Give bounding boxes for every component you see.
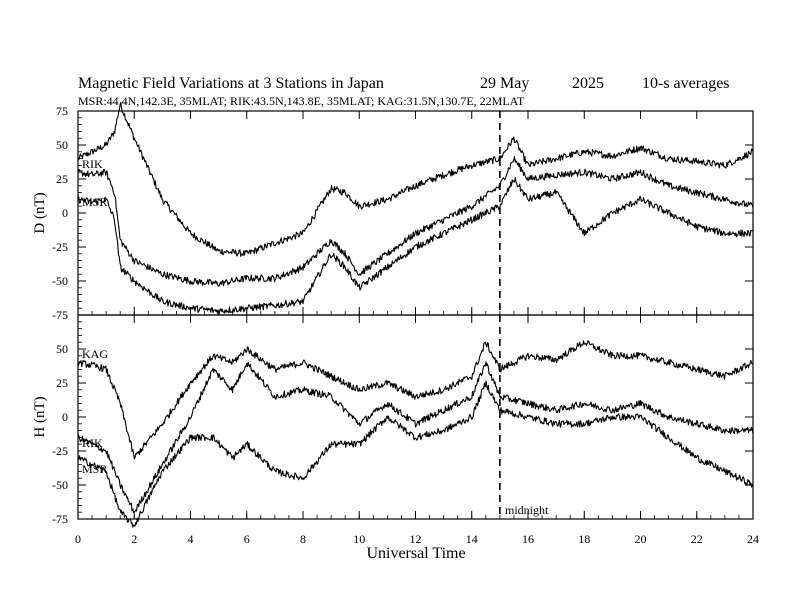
y-tick-label-h: 25	[56, 376, 68, 390]
trace-d-rik	[78, 156, 753, 287]
station-label-kag-h: KAG	[82, 347, 108, 361]
y-tick-label-d: -75	[52, 308, 68, 322]
y-tick-label-d: 25	[56, 172, 68, 186]
trace-h-rik	[78, 361, 753, 513]
y-tick-label-d: 50	[56, 138, 68, 152]
x-tick-label: 2	[131, 532, 137, 546]
station-label-msr-d: MSR	[82, 195, 107, 209]
y-tick-label-h: -25	[52, 444, 68, 458]
x-tick-label: 6	[244, 532, 250, 546]
chart-averaging: 10-s averages	[642, 75, 730, 92]
x-axis-title: Universal Time	[366, 545, 465, 562]
y-tick-label-d: -25	[52, 240, 68, 254]
x-tick-label: 0	[75, 532, 81, 546]
y-tick-label-h: 0	[62, 410, 68, 424]
station-label-rik-d: RIK	[82, 157, 103, 171]
d-panel-frame	[77, 110, 754, 316]
chart-date: 29 May	[480, 75, 529, 92]
x-tick-label: 4	[188, 532, 194, 546]
x-tick-label: 22	[691, 532, 703, 546]
trace-h-kag	[78, 340, 753, 460]
x-tick-label: 24	[747, 532, 759, 546]
station-label-msr-h: MSR	[82, 462, 107, 476]
d-axis-title: D (nT)	[32, 192, 48, 233]
data-traces	[78, 101, 753, 528]
chart-subtitle: MSR:44.4N,142.3E, 35MLAT; RIK:43.5N,143.…	[78, 94, 525, 108]
station-label-rik-h: RIK	[82, 436, 103, 450]
x-tick-label: 14	[466, 532, 478, 546]
x-tick-label: 12	[410, 532, 422, 546]
y-tick-label-h: -75	[52, 512, 68, 526]
y-tick-label-d: -50	[52, 274, 68, 288]
x-tick-label: 16	[522, 532, 534, 546]
trace-d-msr	[78, 177, 753, 315]
midnight-label: midnight	[505, 503, 549, 517]
chart-year: 2025	[572, 75, 604, 92]
x-tick-label: 10	[353, 532, 365, 546]
y-tick-label-h: 50	[56, 342, 68, 356]
y-tick-label-h: -50	[52, 478, 68, 492]
h-axis-title: H (nT)	[32, 396, 48, 437]
chart-title: Magnetic Field Variations at 3 Stations …	[78, 75, 384, 92]
h-panel-frame	[77, 314, 754, 520]
x-tick-label: 18	[578, 532, 590, 546]
x-tick-label: 8	[300, 532, 306, 546]
y-tick-label-d: 0	[62, 206, 68, 220]
trace-h-msr	[78, 380, 753, 528]
x-tick-label: 20	[635, 532, 647, 546]
trace-d-kag	[78, 101, 753, 257]
y-tick-label-d: 75	[56, 104, 68, 118]
